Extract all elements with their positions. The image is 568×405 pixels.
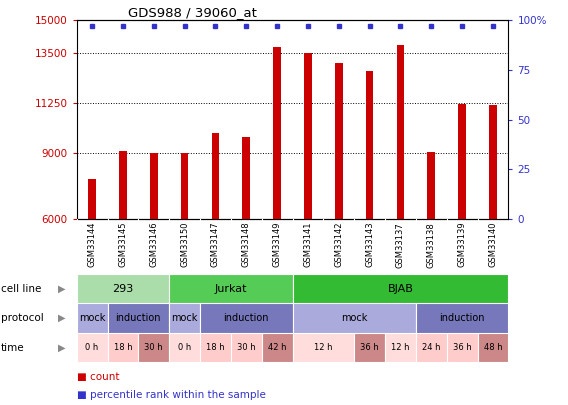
Text: induction: induction	[224, 313, 269, 323]
Text: 0 h: 0 h	[178, 343, 191, 352]
Text: GSM33139: GSM33139	[458, 222, 466, 267]
Bar	[119, 151, 127, 219]
Text: ▶: ▶	[58, 313, 65, 323]
Text: 293: 293	[112, 284, 133, 294]
Bar	[77, 333, 107, 362]
Bar	[107, 333, 139, 362]
Text: 36 h: 36 h	[453, 343, 471, 352]
Text: 18 h: 18 h	[114, 343, 132, 352]
Bar	[458, 104, 466, 219]
Bar	[169, 274, 293, 303]
Bar	[231, 333, 262, 362]
Text: GSM33140: GSM33140	[488, 222, 498, 267]
Bar	[169, 303, 200, 333]
Text: 30 h: 30 h	[144, 343, 163, 352]
Bar	[366, 71, 374, 219]
Bar	[243, 137, 250, 219]
Text: 18 h: 18 h	[206, 343, 225, 352]
Text: 12 h: 12 h	[391, 343, 410, 352]
Bar	[181, 153, 189, 219]
Text: GSM33144: GSM33144	[87, 222, 97, 267]
Bar	[489, 105, 497, 219]
Bar	[396, 45, 404, 219]
Bar	[385, 333, 416, 362]
Text: GSM33150: GSM33150	[180, 222, 189, 267]
Text: GSM33138: GSM33138	[427, 222, 436, 268]
Text: 48 h: 48 h	[483, 343, 502, 352]
Bar	[273, 47, 281, 219]
Bar	[77, 274, 169, 303]
Bar	[416, 333, 446, 362]
Text: GSM33145: GSM33145	[119, 222, 127, 267]
Text: GSM33149: GSM33149	[273, 222, 282, 267]
Bar	[77, 303, 107, 333]
Text: cell line: cell line	[1, 284, 41, 294]
Text: Jurkat: Jurkat	[215, 284, 247, 294]
Text: ▶: ▶	[58, 284, 65, 294]
Text: mock: mock	[172, 313, 198, 323]
Bar	[88, 179, 96, 219]
Bar	[427, 152, 435, 219]
Text: GDS988 / 39060_at: GDS988 / 39060_at	[128, 6, 257, 19]
Text: GSM33137: GSM33137	[396, 222, 405, 268]
Text: GSM33148: GSM33148	[242, 222, 250, 267]
Text: ■ count: ■ count	[77, 372, 119, 382]
Text: 0 h: 0 h	[85, 343, 99, 352]
Bar	[293, 333, 354, 362]
Bar	[169, 333, 200, 362]
Text: GSM33147: GSM33147	[211, 222, 220, 267]
Text: GSM33142: GSM33142	[335, 222, 343, 267]
Bar	[354, 333, 385, 362]
Text: ▶: ▶	[58, 343, 65, 353]
Text: ■ percentile rank within the sample: ■ percentile rank within the sample	[77, 390, 266, 401]
Text: time: time	[1, 343, 25, 353]
Text: GSM33143: GSM33143	[365, 222, 374, 267]
Bar	[293, 303, 416, 333]
Text: mock: mock	[79, 313, 105, 323]
Bar	[478, 333, 508, 362]
Bar	[150, 153, 158, 219]
Text: induction: induction	[116, 313, 161, 323]
Text: GSM33146: GSM33146	[149, 222, 158, 267]
Bar	[107, 303, 169, 333]
Text: induction: induction	[440, 313, 485, 323]
Bar	[262, 333, 293, 362]
Bar	[416, 303, 508, 333]
Bar	[200, 303, 293, 333]
Bar	[200, 333, 231, 362]
Bar	[139, 333, 169, 362]
Text: 12 h: 12 h	[314, 343, 333, 352]
Text: 30 h: 30 h	[237, 343, 256, 352]
Bar	[304, 53, 312, 219]
Text: GSM33141: GSM33141	[303, 222, 312, 267]
Text: mock: mock	[341, 313, 367, 323]
Bar	[293, 274, 508, 303]
Bar	[446, 333, 478, 362]
Bar	[335, 63, 343, 219]
Text: BJAB: BJAB	[387, 284, 414, 294]
Text: 42 h: 42 h	[268, 343, 286, 352]
Text: 24 h: 24 h	[422, 343, 441, 352]
Text: protocol: protocol	[1, 313, 44, 323]
Text: 36 h: 36 h	[360, 343, 379, 352]
Bar	[212, 133, 219, 219]
